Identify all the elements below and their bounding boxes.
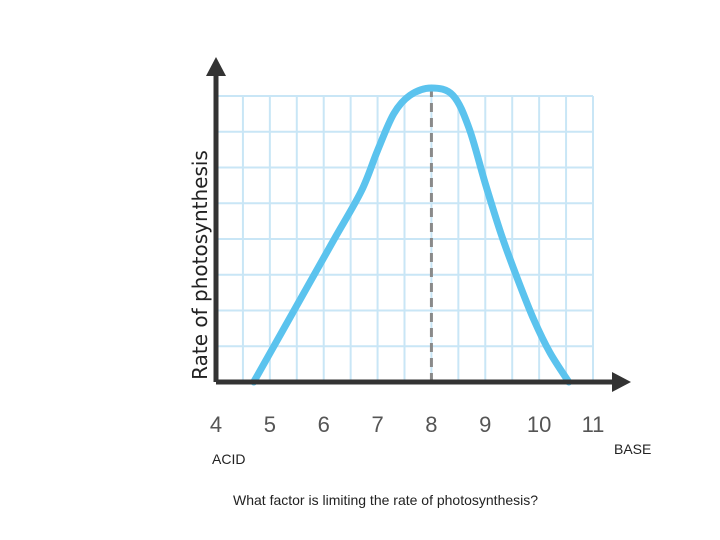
x-tick-label: 4 — [210, 412, 222, 437]
x-tick-label: 9 — [479, 412, 491, 437]
y-axis-label: Rate of photosynthesis — [188, 150, 212, 380]
question-text: What factor is limiting the rate of phot… — [233, 492, 539, 508]
x-tick-label: 7 — [371, 412, 383, 437]
series-curve — [250, 84, 573, 386]
x-tick-label: 6 — [318, 412, 330, 437]
acid-label: ACID — [212, 451, 246, 467]
base-label: BASE — [614, 441, 652, 457]
axes — [206, 57, 631, 392]
y-axis-arrow — [206, 57, 226, 76]
grid — [216, 95, 594, 382]
x-tick-label: 8 — [425, 412, 437, 437]
x-axis-arrow — [612, 372, 631, 392]
x-tick-label: 10 — [527, 412, 551, 437]
x-tick-label: 11 — [582, 412, 605, 437]
x-tick-labels: 4 5 6 7 8 9 10 11 — [210, 412, 605, 437]
x-tick-label: 5 — [264, 412, 276, 437]
